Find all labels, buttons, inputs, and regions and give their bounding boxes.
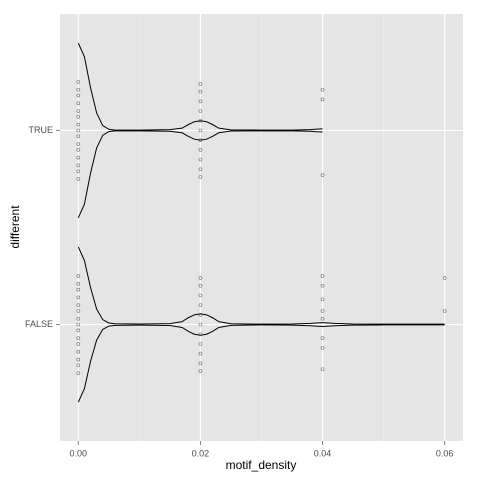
x-axis-title: motif_density [226,458,297,472]
jitter-point [76,316,81,321]
jitter-point [76,357,81,362]
jitter-point [320,97,325,102]
jitter-point [320,87,325,92]
violin-lower [77,130,323,219]
jitter-point [198,118,203,123]
y-axis-title: different [8,205,22,249]
jitter-point [76,101,81,106]
violin-upper [77,42,323,131]
jitter-point [320,297,325,302]
jitter-point [442,309,447,313]
jitter-point [198,332,203,337]
jitter-point [198,109,203,113]
jitter-point [198,157,203,162]
jitter-point [198,361,203,366]
jitter-point [76,134,81,139]
x-tick-label: 0.04 [314,448,332,458]
jitter-point [76,109,81,113]
jitter-point [76,349,81,354]
violin-lower [77,324,445,403]
jitter-point [198,283,203,288]
jitter-point [198,128,203,133]
jitter-point [76,363,81,368]
jitter-point [198,82,203,86]
jitter-point [198,99,203,104]
jitter-point [198,148,203,152]
jitter-point [76,342,81,346]
jitter-point [320,367,325,372]
jitter-point [198,175,203,179]
jitter-point [320,283,325,288]
jitter-point [198,369,203,373]
jitter-point [76,128,81,133]
jitter-point [76,274,81,278]
jitter-point [76,177,81,181]
jitter-point [320,316,325,321]
jitter-point [76,155,81,160]
jitter-point [76,336,81,340]
jitter-point [76,87,81,92]
jitter-point [198,138,203,143]
jitter-point [198,351,203,356]
jitter-point [76,371,81,375]
x-tick-label: 0.00 [70,448,88,458]
jitter-point [198,312,203,317]
y-tick-label: TRUE [29,125,54,135]
jitter-point [76,122,81,127]
jitter-point [320,173,325,177]
jitter-point [320,345,325,350]
jitter-point [76,80,81,84]
jitter-point [320,274,325,278]
jitter-point [76,295,81,300]
jitter-point [198,167,203,172]
jitter-point [76,309,81,313]
jitter-point [198,276,203,280]
jitter-point [76,148,81,152]
jitter-point [320,336,325,340]
jitter-point [198,342,203,346]
violin-upper [77,246,445,325]
jitter-point [320,309,325,313]
jitter-point [76,322,81,327]
jitter-point [76,93,81,98]
jitter-point [76,115,81,119]
jitter-point [198,322,203,327]
jitter-point [76,328,81,333]
jitter-point [76,163,81,168]
jitter-point [76,281,81,286]
jitter-point [442,276,447,280]
jitter-point [76,142,81,146]
jitter-point [198,293,203,298]
x-tick-label: 0.02 [192,448,210,458]
y-tick-label: FALSE [25,319,53,329]
jitter-point [76,303,81,307]
jitter-point [76,287,81,292]
jitter-point [76,169,81,174]
x-tick-label: 0.06 [436,448,454,458]
jitter-point [198,303,203,307]
jitter-point [198,89,203,94]
